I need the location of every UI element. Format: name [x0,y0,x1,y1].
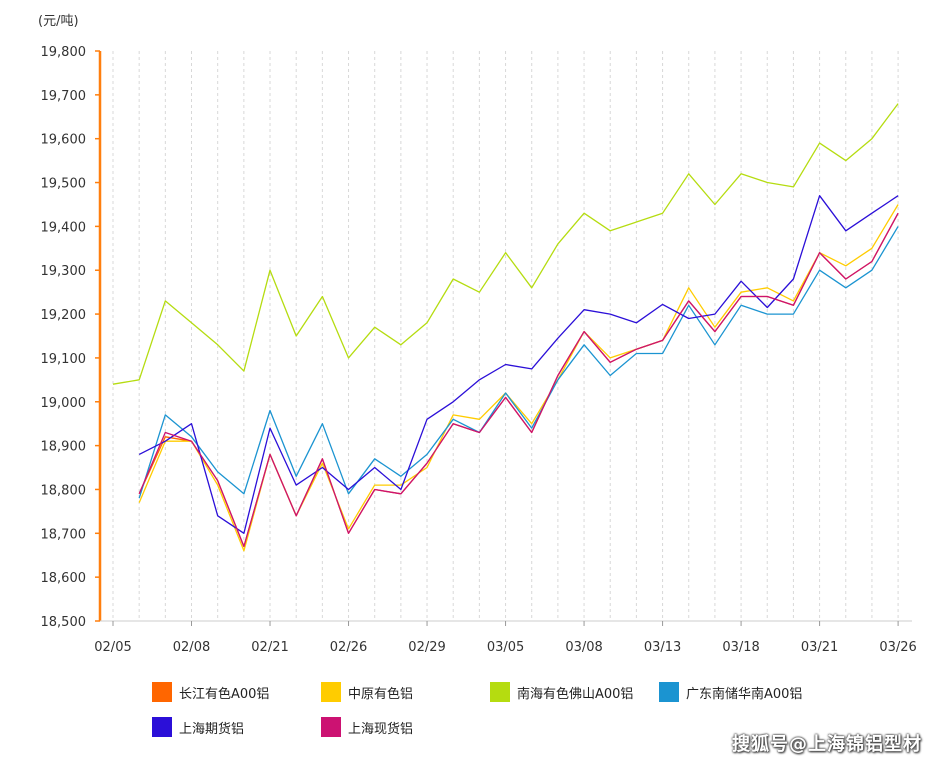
y-tick-label: 19,800 [41,45,87,60]
legend-swatch [152,717,172,737]
y-tick-label: 18,600 [41,571,87,586]
legend-label: 中原有色铝 [348,686,414,702]
legend-label: 上海期货铝 [179,721,245,737]
legend-swatch [659,682,679,702]
series-line [112,103,899,385]
y-tick-label: 19,500 [41,177,87,192]
y-tick-label: 19,600 [41,133,87,148]
y-tick-label: 18,900 [41,440,87,455]
legend-swatch [152,682,172,702]
x-tick-label: 02/05 [94,640,131,655]
y-tick-label: 18,700 [41,527,87,542]
x-tick-label: 02/26 [330,640,367,655]
watermark-text: 搜狐号@上海锦铝型材 [732,734,922,755]
legend-item[interactable]: 长江有色A00铝 [152,682,269,702]
x-tick-label: 03/21 [801,640,838,655]
y-tick-label: 19,300 [41,264,87,279]
series-line [138,226,899,499]
x-tick-label: 03/18 [722,640,759,655]
x-tick-label: 03/26 [879,640,916,655]
x-tick-label: 03/08 [565,640,602,655]
series-line [138,195,899,534]
y-tick-label: 19,400 [41,220,87,235]
x-axis: 02/05 02/08 02/21 02/26 02/29 03/05 03/08 03/13… [94,620,917,655]
legend-swatch [490,682,510,702]
legend-item[interactable]: 上海期货铝 [152,717,244,737]
chart-grid [112,51,899,621]
y-tick-label: 18,800 [41,483,87,498]
x-tick-label: 02/29 [408,640,445,655]
legend-item[interactable]: 南海有色佛山A00铝 [490,682,633,702]
legend-swatch [321,717,341,737]
y-tick-label: 19,700 [41,89,87,104]
chart-series-lines [112,103,899,552]
y-tick-label: 18,500 [41,615,87,630]
legend-item[interactable]: 中原有色铝 [321,682,413,702]
legend-item[interactable]: 上海现货铝 [321,717,413,737]
series-line [138,212,899,548]
y-unit-label: (元/吨) [38,14,79,29]
y-tick-label: 19,100 [41,352,87,367]
x-tick-label: 02/21 [251,640,288,655]
x-tick-label: 03/05 [487,640,524,655]
y-axis: 18,500 18,600 18,700 18,800 18,900 19,000 19,1… [41,45,102,630]
y-tick-label: 19,200 [41,308,87,323]
y-tick-label: 19,000 [41,396,87,411]
legend-item[interactable]: 广东南储华南A00铝 [659,682,802,702]
legend-label: 上海现货铝 [348,721,414,737]
legend-swatch [321,682,341,702]
legend-label: 长江有色A00铝 [179,686,270,702]
legend-label: 南海有色佛山A00铝 [517,686,634,702]
x-tick-label: 02/08 [173,640,210,655]
legend-label: 广东南储华南A00铝 [686,686,803,702]
x-tick-label: 03/13 [644,640,681,655]
